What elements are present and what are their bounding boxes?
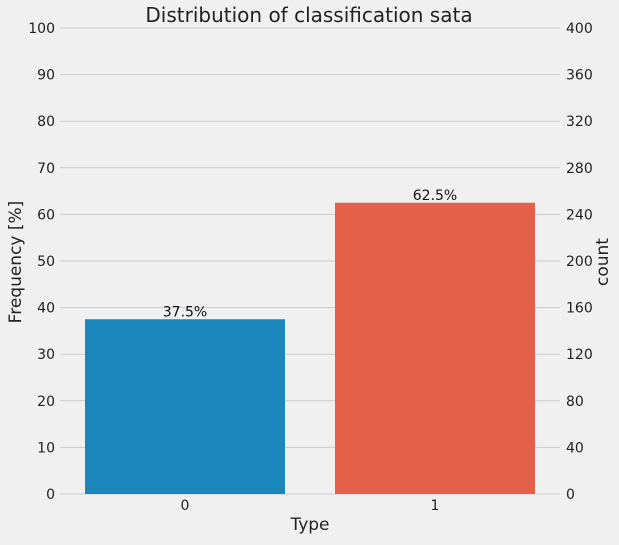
bar-data-label: 37.5% <box>163 304 207 320</box>
right-y-tick-label: 160 <box>566 301 593 317</box>
x-tick-label: 1 <box>431 498 440 514</box>
right-y-tick-label: 280 <box>566 161 593 177</box>
right-y-tick-label: 80 <box>566 394 584 410</box>
right-y-tick-label: 360 <box>566 68 593 84</box>
left-y-tick-label: 20 <box>37 394 55 410</box>
right-y-tick-label: 400 <box>566 21 593 37</box>
y-axis-label: Frequency [%] <box>6 201 26 324</box>
right-y-axis-label: count <box>593 238 613 286</box>
right-y-tick-label: 320 <box>566 114 593 130</box>
right-y-tick-label: 200 <box>566 254 593 270</box>
bars <box>85 202 535 494</box>
left-y-tick-label: 70 <box>37 161 55 177</box>
left-y-tick-label: 30 <box>37 347 55 363</box>
right-y-tick-label: 0 <box>566 487 575 503</box>
right-y-tick-label: 120 <box>566 347 593 363</box>
bar-0 <box>85 319 285 494</box>
right-y-axis-ticks: 0 40 80 120 160 200 240 280 320 360 400 <box>566 21 593 503</box>
x-tick-label: 0 <box>181 498 190 514</box>
left-y-tick-label: 0 <box>46 487 55 503</box>
left-y-tick-label: 40 <box>37 301 55 317</box>
x-axis-label: Type <box>289 515 329 535</box>
left-y-tick-label: 60 <box>37 207 55 223</box>
left-y-tick-label: 10 <box>37 440 55 456</box>
left-y-tick-label: 100 <box>28 21 55 37</box>
bar-1 <box>335 202 535 494</box>
chart-title: Distribution of classification sata <box>145 3 472 27</box>
bar-data-label: 62.5% <box>413 188 457 204</box>
left-y-axis-ticks: 0 10 20 30 40 50 60 70 80 90 100 <box>28 21 55 503</box>
right-y-tick-label: 40 <box>566 440 584 456</box>
left-y-tick-label: 90 <box>37 68 55 84</box>
bar-data-labels: 37.5% 62.5% <box>163 188 457 321</box>
right-y-tick-label: 240 <box>566 207 593 223</box>
left-y-tick-label: 50 <box>37 254 55 270</box>
left-y-tick-label: 80 <box>37 114 55 130</box>
